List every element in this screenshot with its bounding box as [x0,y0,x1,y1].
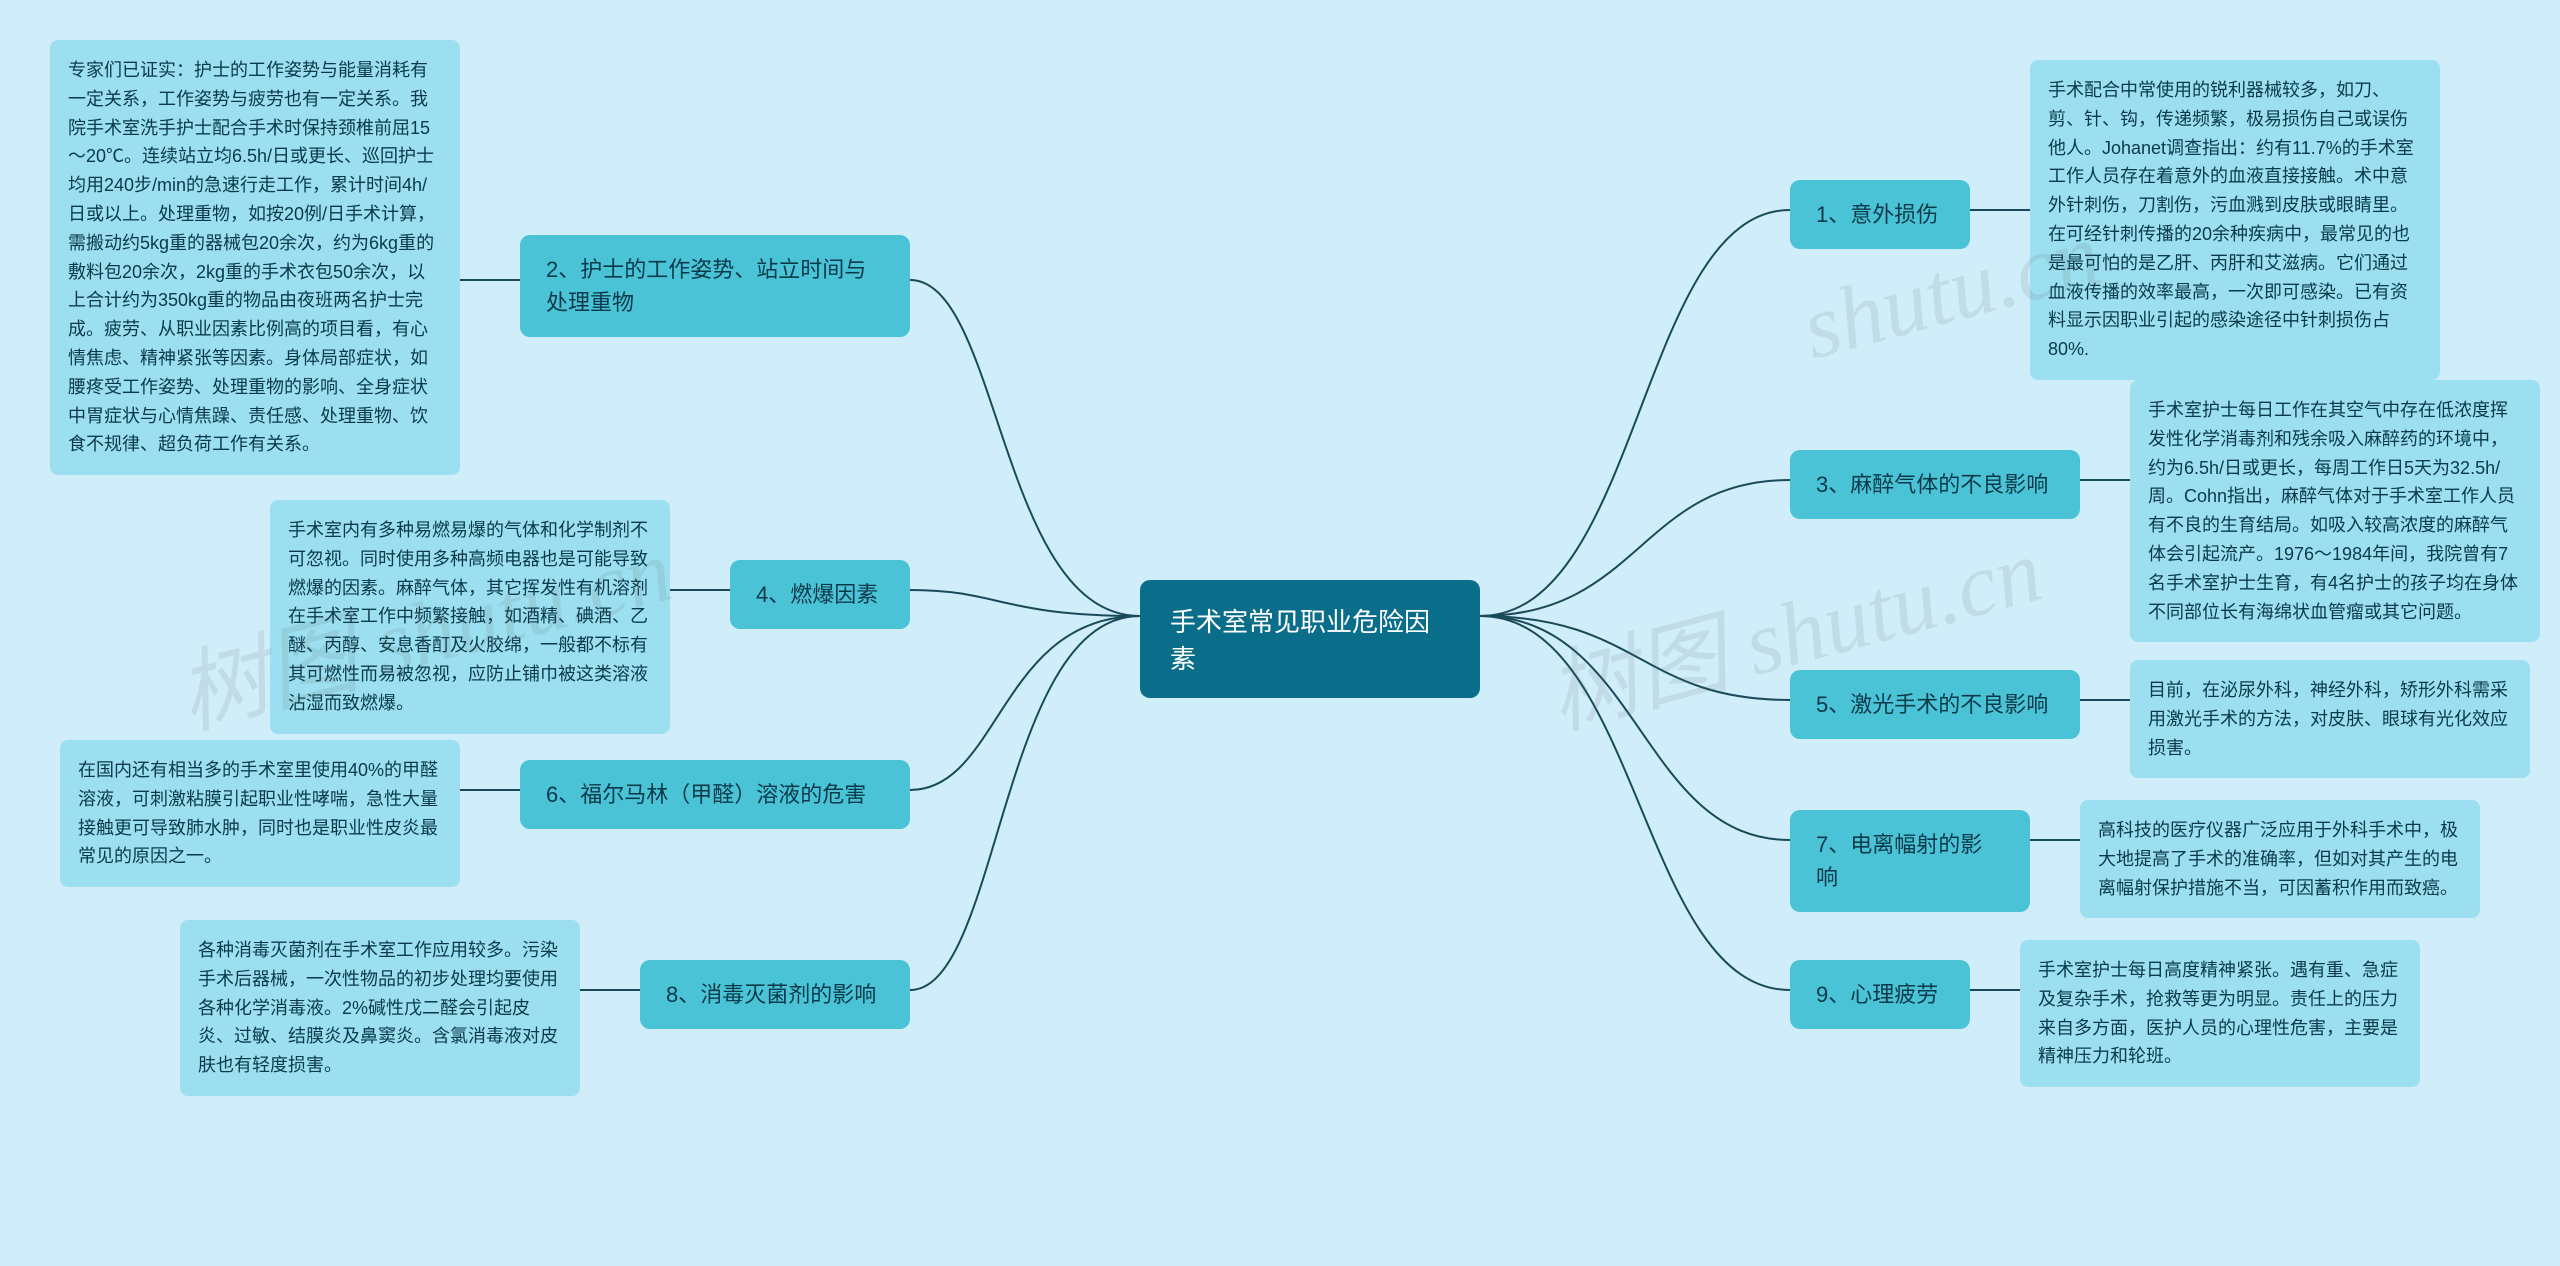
branch-6[interactable]: 6、福尔马林（甲醛）溶液的危害 [520,760,910,829]
desc-7: 高科技的医疗仪器广泛应用于外科手术中，极大地提高了手术的准确率，但如对其产生的电… [2080,800,2480,918]
desc-6: 在国内还有相当多的手术室里使用40%的甲醛溶液，可刺激粘膜引起职业性哮喘，急性大… [60,740,460,887]
branch-8[interactable]: 8、消毒灭菌剂的影响 [640,960,910,1029]
desc-8: 各种消毒灭菌剂在手术室工作应用较多。污染手术后器械，一次性物品的初步处理均要使用… [180,920,580,1096]
desc-3: 手术室护士每日工作在其空气中存在低浓度挥发性化学消毒剂和残余吸入麻醉药的环境中，… [2130,380,2540,642]
desc-9: 手术室护士每日高度精神紧张。遇有重、急症及复杂手术，抢救等更为明显。责任上的压力… [2020,940,2420,1087]
desc-4: 手术室内有多种易燃易爆的气体和化学制剂不可忽视。同时使用多种高频电器也是可能导致… [270,500,670,734]
branch-3[interactable]: 3、麻醉气体的不良影响 [1790,450,2080,519]
branch-4[interactable]: 4、燃爆因素 [730,560,910,629]
branch-7[interactable]: 7、电离幅射的影响 [1790,810,2030,912]
desc-5: 目前，在泌尿外科，神经外科，矫形外科需采用激光手术的方法，对皮肤、眼球有光化效应… [2130,660,2530,778]
branch-5[interactable]: 5、激光手术的不良影响 [1790,670,2080,739]
branch-9[interactable]: 9、心理疲劳 [1790,960,1970,1029]
desc-2: 专家们已证实：护士的工作姿势与能量消耗有一定关系，工作姿势与疲劳也有一定关系。我… [50,40,460,475]
branch-2[interactable]: 2、护士的工作姿势、站立时间与处理重物 [520,235,910,337]
center-node[interactable]: 手术室常见职业危险因素 [1140,580,1480,698]
desc-1: 手术配合中常使用的锐利器械较多，如刀、剪、针、钩，传递频繁，极易损伤自己或误伤他… [2030,60,2440,380]
branch-1[interactable]: 1、意外损伤 [1790,180,1970,249]
